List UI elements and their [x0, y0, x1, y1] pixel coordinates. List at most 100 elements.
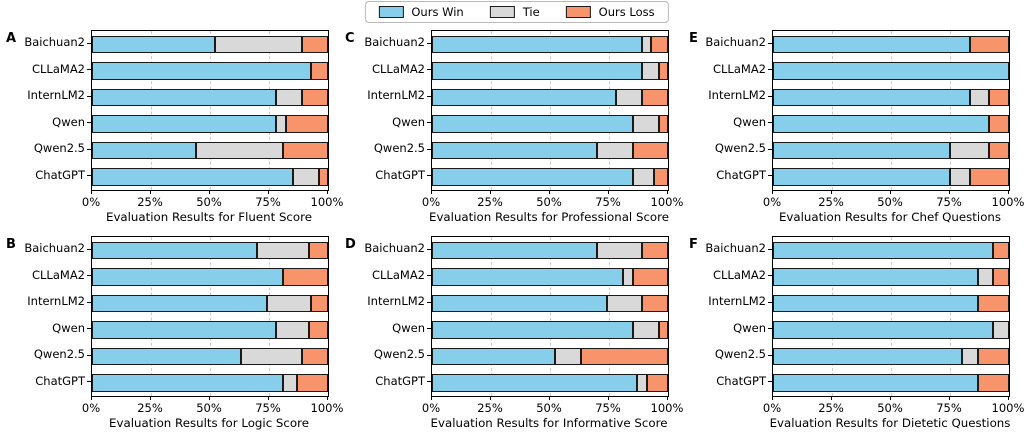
gridline [950, 237, 951, 396]
bar-segment-ours-loss [632, 268, 668, 286]
bar-segment-ours-win [773, 347, 962, 365]
x-tick-mark [91, 396, 93, 400]
y-tick-label: Qwen [733, 114, 766, 129]
y-tick-mark [427, 354, 431, 356]
bar-segment-ours-win [432, 88, 617, 106]
x-tick-mark [490, 190, 492, 194]
x-tick-label: 25% [818, 195, 844, 209]
y-tick-mark [768, 175, 772, 177]
bar-segment-ours-win [432, 141, 598, 159]
bar-segment-ours-loss [297, 374, 328, 392]
bar-segment-ours-loss [642, 294, 668, 312]
y-tick-mark [768, 354, 772, 356]
y-tick-label: InternLM2 [708, 88, 766, 103]
x-tick-label: 75% [936, 195, 962, 209]
bar-segment-ours-win [773, 115, 990, 133]
y-tick-label: Baichuan2 [24, 35, 85, 50]
y-tick-mark [768, 381, 772, 383]
bar-segment-tie [292, 168, 319, 186]
x-tick-label: 100% [310, 401, 344, 415]
bar-segment-ours-loss [993, 268, 1009, 286]
bar-segment-ours-loss [977, 374, 1009, 392]
y-tick-mark [768, 301, 772, 303]
legend-item: Ours Win [378, 5, 464, 19]
y-tick-label: CLLaMA2 [372, 61, 425, 76]
bar-segment-ours-loss [311, 62, 328, 80]
bar-segment-ours-win [92, 241, 258, 259]
x-tick-label: 25% [477, 195, 503, 209]
y-tick-mark [768, 148, 772, 150]
x-tick-mark [209, 396, 211, 400]
bar-segment-ours-win [773, 141, 950, 159]
gridline [832, 237, 833, 396]
y-tick-mark [427, 275, 431, 277]
gridline [609, 31, 610, 190]
x-tick-label: 25% [137, 195, 163, 209]
y-tick-label: CLLaMA2 [32, 61, 85, 76]
bar-segment-ours-loss [283, 141, 328, 159]
y-tick-mark [427, 42, 431, 44]
y-tick-label: Qwen [52, 114, 85, 129]
bar-segment-ours-win [92, 35, 215, 53]
bar-segment-ours-win [92, 347, 241, 365]
y-tick-mark [768, 95, 772, 97]
y-tick-mark [427, 381, 431, 383]
x-tick-label: 100% [650, 401, 684, 415]
bar-segment-tie [642, 62, 659, 80]
y-tick-label: CLLaMA2 [713, 61, 766, 76]
x-tick-mark [890, 190, 892, 194]
bar-segment-ours-loss [989, 141, 1009, 159]
bar-segment-ours-loss [658, 115, 668, 133]
y-tick-mark [87, 275, 91, 277]
x-tick-label: 75% [255, 195, 281, 209]
x-tick-label: 100% [991, 401, 1025, 415]
y-tick-label: ChatGPT [716, 167, 766, 182]
y-tick-label: ChatGPT [375, 167, 425, 182]
y-tick-label: CLLaMA2 [372, 267, 425, 282]
bar-segment-ours-win [773, 241, 994, 259]
bar-segment-tie [276, 115, 286, 133]
bar-segment-ours-win [432, 35, 643, 53]
x-tick-mark [327, 396, 329, 400]
bar-segment-tie [214, 35, 303, 53]
bar-segment-ours-loss [653, 168, 668, 186]
axis-title: Evaluation Results for Informative Score [430, 416, 668, 430]
bar-segment-tie [597, 141, 633, 159]
bar-segment-tie [240, 347, 303, 365]
y-tick-label: InternLM2 [367, 88, 425, 103]
plot-area [772, 236, 1010, 397]
x-tick-mark [549, 396, 551, 400]
legend: Ours Win Tie Ours Loss [364, 1, 669, 23]
gridline [491, 31, 492, 190]
bar-segment-ours-loss [302, 88, 328, 106]
x-tick-label: 0% [762, 195, 782, 209]
y-tick-label: Qwen2.5 [373, 347, 425, 362]
x-tick-label: 75% [936, 401, 962, 415]
y-tick-label: ChatGPT [35, 167, 85, 182]
x-tick-label: 0% [421, 401, 441, 415]
x-tick-label: 100% [650, 195, 684, 209]
x-tick-mark [490, 396, 492, 400]
x-tick-mark [209, 190, 211, 194]
bar-segment-ours-win [92, 88, 277, 106]
bar-segment-ours-loss [632, 141, 668, 159]
y-tick-label: ChatGPT [375, 373, 425, 388]
panel-letter: B [6, 237, 16, 252]
bar-segment-ours-win [432, 62, 643, 80]
plot-area [772, 30, 1010, 191]
y-tick-mark [87, 95, 91, 97]
bar-segment-ours-loss [989, 88, 1009, 106]
axis-title: Evaluation Results for Logic Score [109, 416, 309, 430]
x-tick-label: 0% [762, 401, 782, 415]
legend-item: Tie [489, 5, 540, 19]
bar-segment-tie [632, 168, 654, 186]
y-tick-label: Qwen [733, 320, 766, 335]
bar-segment-ours-win [92, 374, 284, 392]
y-tick-mark [427, 175, 431, 177]
x-tick-label: 50% [536, 195, 562, 209]
y-tick-mark [427, 95, 431, 97]
y-tick-label: ChatGPT [35, 373, 85, 388]
bar-segment-ours-loss [318, 168, 328, 186]
bar-segment-ours-win [773, 268, 978, 286]
